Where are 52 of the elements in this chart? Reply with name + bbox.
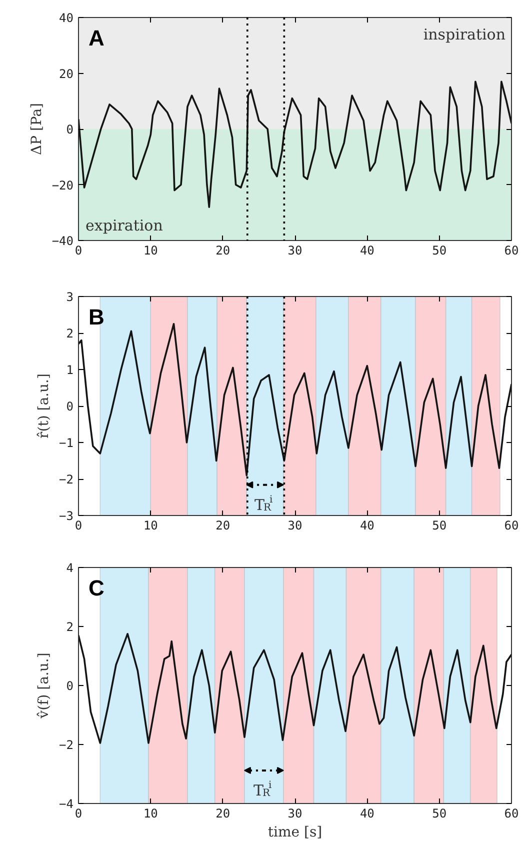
y-tick-label: −4 — [59, 797, 74, 811]
y-tick-label: 40 — [59, 11, 74, 25]
x-tick-label: 20 — [216, 244, 230, 258]
y-tick-label: −1 — [59, 436, 74, 450]
chart-title: A — [88, 26, 104, 50]
band-label: expiration — [86, 216, 164, 234]
x-tick-label: 50 — [432, 518, 447, 532]
line-series — [78, 632, 512, 744]
x-tick-label: 0 — [74, 806, 82, 820]
chart-title: B — [88, 304, 104, 330]
y-tick-label: 0 — [66, 679, 74, 693]
x-tick-label: 40 — [360, 806, 374, 820]
y-tick-label: −20 — [52, 178, 74, 192]
x-tick-label: 60 — [504, 806, 519, 820]
x-tick-label: 20 — [216, 806, 230, 820]
x-tick-label: 30 — [288, 244, 302, 258]
x-axis-title: time [s] — [268, 824, 322, 840]
y-tick-label: 0 — [66, 400, 74, 414]
y-tick-label: 1 — [66, 363, 74, 377]
y-axis-title: r̂(t) [a.u.] — [36, 374, 52, 438]
y-tick-label: 3 — [66, 290, 74, 304]
y-tick-label: 0 — [66, 122, 74, 136]
band-label: inspiration — [423, 26, 506, 44]
x-tick-label: 20 — [216, 518, 230, 532]
y-axis-title: ΔP [Pa] — [28, 102, 45, 156]
x-tick-label: 50 — [432, 806, 447, 820]
x-tick-label: 0 — [74, 244, 82, 258]
y-tick-label: 4 — [66, 561, 74, 575]
x-tick-label: 10 — [143, 244, 158, 258]
x-tick-label: 60 — [504, 518, 519, 532]
x-tick-label: 40 — [360, 518, 374, 532]
chart-title: C — [88, 576, 104, 600]
x-tick-label: 60 — [504, 244, 519, 258]
y-tick-label: −2 — [59, 738, 74, 752]
y-axis-title: v̂(f) [a.u.] — [36, 652, 52, 720]
y-tick-label: −3 — [59, 509, 74, 523]
band-label: TRi — [254, 494, 273, 514]
y-tick-label: 20 — [59, 66, 74, 81]
y-tick-label: 2 — [66, 620, 74, 634]
y-tick-label: −40 — [52, 234, 74, 248]
x-tick-label: 30 — [288, 518, 302, 532]
x-tick-label: 0 — [74, 518, 82, 532]
x-tick-label: 10 — [143, 518, 158, 532]
y-tick-label: 2 — [66, 326, 74, 340]
line-series — [78, 80, 512, 208]
x-tick-label: 30 — [288, 806, 302, 820]
x-tick-label: 10 — [143, 806, 158, 820]
x-tick-label: 50 — [432, 244, 447, 258]
line-series — [78, 322, 512, 476]
y-tick-label: −2 — [59, 472, 74, 486]
band-label: TRi — [253, 780, 272, 800]
x-tick-label: 40 — [360, 244, 374, 258]
